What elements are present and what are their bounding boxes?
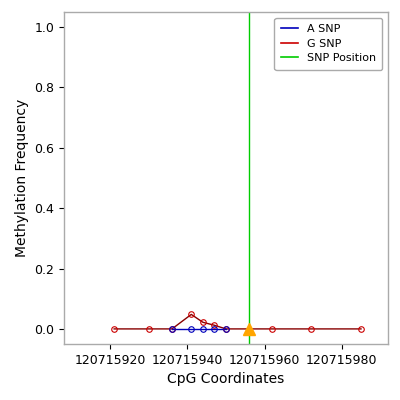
X-axis label: CpG Coordinates: CpG Coordinates [167, 372, 285, 386]
Legend: A SNP, G SNP, SNP Position: A SNP, G SNP, SNP Position [274, 18, 382, 70]
Y-axis label: Methylation Frequency: Methylation Frequency [15, 99, 29, 257]
